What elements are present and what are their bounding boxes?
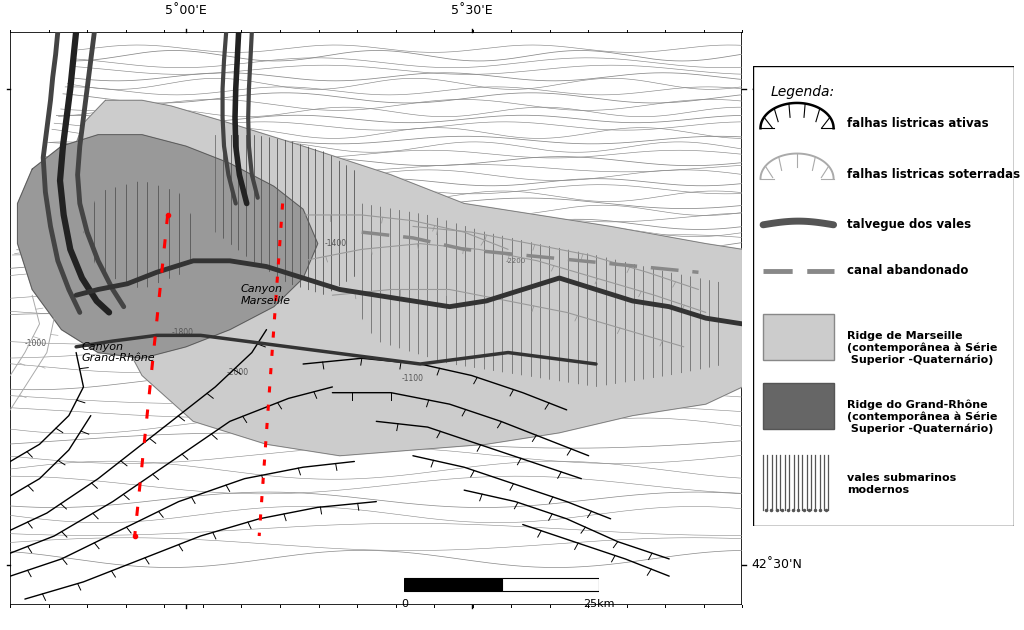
Text: -1000: -1000 bbox=[25, 340, 47, 348]
Text: vales submarinos
modernos: vales submarinos modernos bbox=[847, 473, 955, 495]
Bar bbox=[502, 578, 599, 591]
Text: 25km: 25km bbox=[584, 598, 614, 609]
Text: canal abandonado: canal abandonado bbox=[847, 265, 968, 277]
Text: Canyon
Grand-Rhône: Canyon Grand-Rhône bbox=[82, 341, 156, 364]
Text: -2200: -2200 bbox=[505, 258, 525, 264]
Text: Legenda:: Legenda: bbox=[771, 84, 835, 98]
Text: -1100: -1100 bbox=[402, 374, 424, 383]
Text: falhas listricas soterradas: falhas listricas soterradas bbox=[847, 168, 1020, 181]
Bar bbox=[763, 314, 834, 360]
Text: Ridge do Grand-Rhône
(contemporânea à Série
 Superior -Quaternário): Ridge do Grand-Rhône (contemporânea à Sé… bbox=[847, 399, 997, 435]
Text: 5˚30'E: 5˚30'E bbox=[451, 4, 493, 17]
Bar bbox=[763, 384, 834, 430]
Bar bbox=[404, 578, 502, 591]
Text: -2000: -2000 bbox=[226, 368, 248, 377]
Text: 0: 0 bbox=[401, 598, 408, 609]
Text: 43˚00'N: 43˚00'N bbox=[752, 83, 802, 95]
Text: Canyon
Marseille: Canyon Marseille bbox=[241, 284, 291, 306]
Text: -1400: -1400 bbox=[325, 239, 347, 248]
Text: -1800: -1800 bbox=[171, 328, 194, 337]
Text: 5˚00'E: 5˚00'E bbox=[165, 4, 207, 17]
Text: Ridge de Marseille
(contemporânea à Série
 Superior -Quaternário): Ridge de Marseille (contemporânea à Séri… bbox=[847, 331, 997, 365]
Text: 42˚30'N: 42˚30'N bbox=[752, 558, 802, 571]
Text: talvegue dos vales: talvegue dos vales bbox=[847, 219, 971, 231]
Text: falhas listricas ativas: falhas listricas ativas bbox=[847, 117, 988, 130]
Polygon shape bbox=[69, 100, 742, 455]
Polygon shape bbox=[17, 135, 317, 358]
